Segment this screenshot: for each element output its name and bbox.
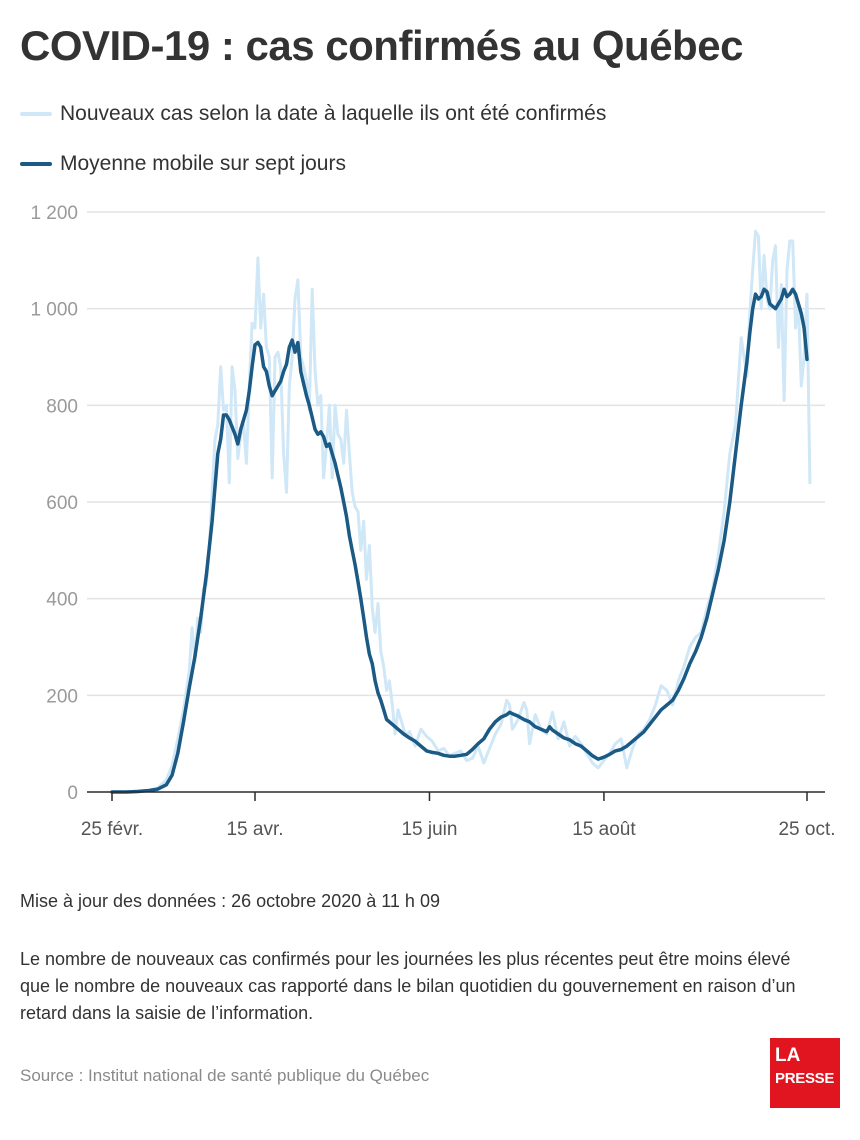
x-tick-label: 25 oct.: [778, 819, 835, 840]
la-presse-logo: LA PRESSE: [770, 1038, 840, 1108]
legend-swatch-daily: [20, 112, 52, 116]
series-line-avg: [110, 287, 809, 794]
series-lines: [110, 229, 812, 794]
legend-label-avg: Moyenne mobile sur sept jours: [60, 152, 346, 175]
legend-label-daily: Nouveaux cas selon la date à laquelle il…: [60, 102, 607, 125]
chart-title: COVID-19 : cas confirmés au Québec: [20, 22, 743, 69]
logo-line-1: LA: [775, 1045, 801, 1066]
series-line-daily: [110, 229, 812, 794]
y-tick-label: 400: [46, 590, 78, 611]
y-tick-label: 600: [46, 493, 78, 514]
y-tick-label: 1 000: [30, 300, 78, 321]
line-chart: 0 200 400 600 800 1 000 1 200 25 févr. 15 avr. 1…: [30, 203, 836, 840]
x-axis: 25 févr. 15 avr. 15 juin 15 août 25 oct.: [81, 791, 836, 840]
y-tick-label: 200: [46, 686, 78, 707]
legend-item-avg: Moyenne mobile sur sept jours: [20, 151, 346, 177]
legend-swatch-avg: [20, 162, 52, 166]
y-tick-label: 1 200: [30, 203, 78, 224]
gridlines: [87, 211, 825, 697]
legend-item-daily: Nouveaux cas selon la date à laquelle il…: [20, 101, 606, 127]
x-tick-label: 25 févr.: [81, 819, 143, 840]
x-tick-label: 15 avr.: [226, 819, 283, 840]
update-timestamp: Mise à jour des données : 26 octobre 202…: [20, 891, 440, 911]
logo-line-2: PRESSE: [775, 1070, 835, 1087]
footnote: Le nombre de nouveaux cas confirmés pour…: [20, 949, 796, 1023]
y-tick-label: 0: [67, 783, 78, 804]
x-tick-label: 15 juin: [401, 819, 457, 840]
source-credit: Source : Institut national de santé publ…: [20, 1066, 430, 1085]
y-axis-labels: 0 200 400 600 800 1 000 1 200: [30, 203, 78, 804]
y-tick-label: 800: [46, 396, 78, 417]
x-tick-label: 15 août: [572, 819, 636, 840]
